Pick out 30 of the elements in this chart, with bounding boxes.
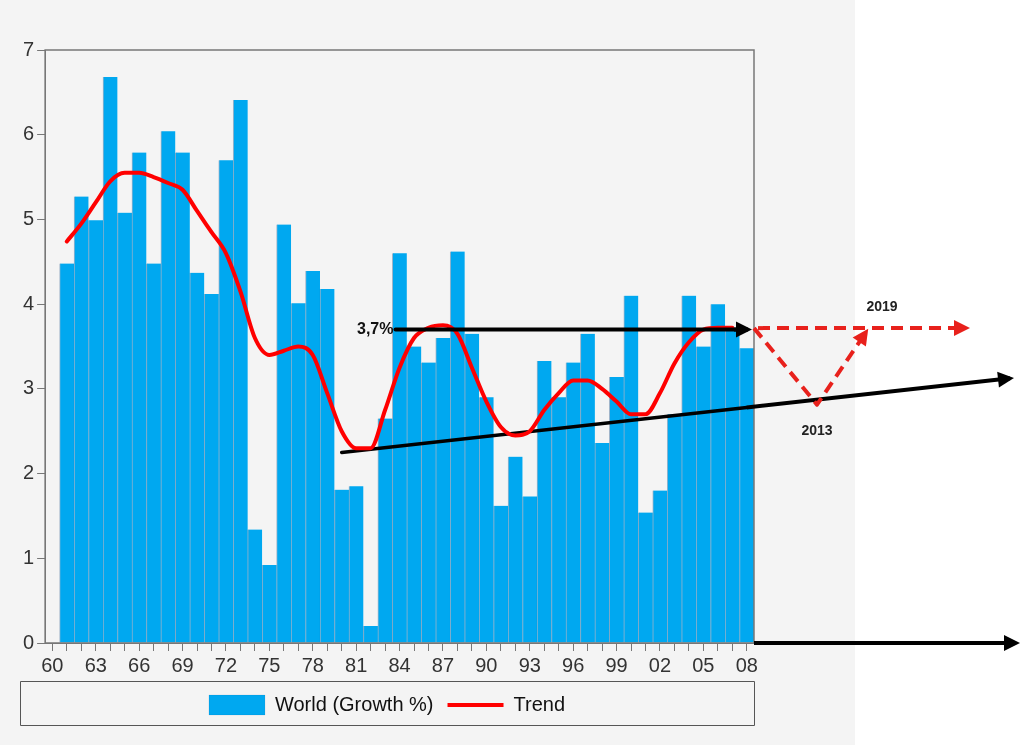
x-tick-label: 66 [128, 653, 151, 676]
y-tick-label: 7 [23, 37, 35, 60]
x-tick-label: 02 [648, 653, 672, 676]
text: 2013 [801, 422, 833, 439]
x-tick-label: 84 [388, 653, 411, 676]
x-tick-label: 69 [171, 653, 194, 676]
y-tick-label: 3 [23, 376, 35, 399]
x-tick-label: 87 [431, 653, 455, 676]
legend-label: World (Growth %) [274, 692, 434, 715]
legend-label: Trend [513, 692, 566, 715]
x-tick-label: 60 [41, 653, 64, 676]
x-tick-label: 05 [692, 653, 715, 676]
y-tick-label: 6 [23, 122, 35, 145]
text: 2019 [866, 297, 898, 314]
x-tick-label: 63 [84, 653, 107, 676]
x-tick-label: 72 [214, 653, 238, 676]
x-tick-label: 78 [301, 653, 324, 676]
x-tick-label: 75 [258, 653, 281, 676]
x-tick-label: 93 [518, 653, 541, 676]
x-tick-label: 90 [475, 653, 498, 676]
x-tick-label: 81 [345, 653, 368, 676]
y-tick-label: 5 [23, 206, 35, 229]
y-tick-label: 2 [23, 461, 35, 484]
x-tick-label: 08 [735, 653, 758, 676]
y-tick-label: 0 [23, 630, 35, 653]
y-tick-label: 1 [23, 545, 35, 568]
y-tick-label: 4 [23, 291, 35, 314]
x-tick-label: 96 [562, 653, 585, 676]
ref-line-label: 3,7% [357, 319, 394, 337]
x-tick-label: 99 [605, 653, 628, 676]
